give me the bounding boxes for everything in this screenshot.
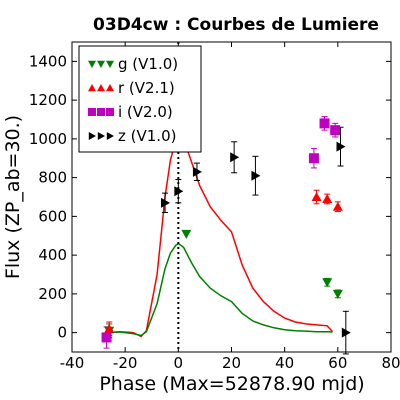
z-legend-marker [88, 132, 96, 140]
legend-label-z: z (V1.0) [118, 127, 176, 145]
r-data-point [322, 193, 333, 203]
r-legend-marker [88, 84, 96, 92]
i-data-point [330, 125, 341, 136]
z-data-point [174, 186, 184, 197]
z-legend-marker [106, 132, 114, 140]
z-data-point [251, 170, 261, 181]
y-tick-label: 200 [38, 285, 67, 303]
r-data-point [332, 201, 343, 211]
z-data-point [341, 327, 351, 338]
r-legend-marker [97, 84, 105, 92]
y-tick-label: 400 [38, 246, 67, 264]
i-data-point [308, 153, 319, 164]
x-tick-label: 20 [222, 354, 241, 372]
y-tick-label: 1200 [29, 91, 67, 109]
g-data-point [332, 289, 343, 299]
g-legend-marker [106, 60, 114, 68]
z-legend-marker [97, 132, 105, 140]
r-model-curve [106, 133, 334, 338]
i-data-point [101, 332, 112, 343]
i-data-point [319, 118, 330, 129]
r-legend-marker [106, 84, 114, 92]
chart-title: 03D4cw : Courbes de Lumiere [93, 15, 379, 35]
x-tick-label: -20 [113, 354, 138, 372]
g-model-curve [106, 242, 333, 337]
legend-label-i: i (V2.0) [118, 103, 173, 121]
y-tick-label: 800 [38, 169, 67, 187]
y-tick-label: 1000 [29, 130, 67, 148]
g-data-point [322, 278, 333, 288]
x-tick-label: 80 [381, 354, 400, 372]
x-tick-label: 0 [174, 354, 184, 372]
x-tick-label: 60 [328, 354, 347, 372]
z-data-point [336, 141, 346, 152]
r-data-point [104, 323, 115, 333]
legend: g (V1.0) r (V2.1) i (V2.0) z (V1.0) [78, 45, 202, 153]
z-data-point [161, 197, 171, 208]
y-axis-label: Flux (ZP_ab=30.) [2, 115, 24, 279]
model-curves [106, 133, 334, 338]
axis-ticks [71, 42, 392, 352]
i-legend-marker [106, 108, 114, 116]
legend-label-r: r (V2.1) [118, 79, 175, 97]
x-axis-label: Phase (Max=52878.90 mjd) [99, 373, 364, 395]
legend-label-g: g (V1.0) [118, 55, 178, 73]
y-tick-label: 600 [38, 207, 67, 225]
g-legend-marker [97, 60, 105, 68]
x-tick-label: -40 [60, 354, 85, 372]
x-tick-labels: -40 -20 0 20 40 60 80 [60, 354, 400, 372]
x-tick-label: 40 [275, 354, 294, 372]
g-legend-marker [88, 60, 96, 68]
y-tick-label: 0 [57, 324, 67, 342]
r-data-point [311, 192, 322, 201]
i-legend-marker [97, 108, 105, 116]
y-tick-label: 1400 [29, 52, 67, 70]
y-tick-labels: 0 200 400 600 800 1000 1200 1400 [29, 52, 67, 341]
z-data-point [192, 166, 202, 177]
z-data-point [230, 152, 240, 163]
i-legend-marker [88, 108, 96, 116]
g-data-point [181, 229, 192, 239]
